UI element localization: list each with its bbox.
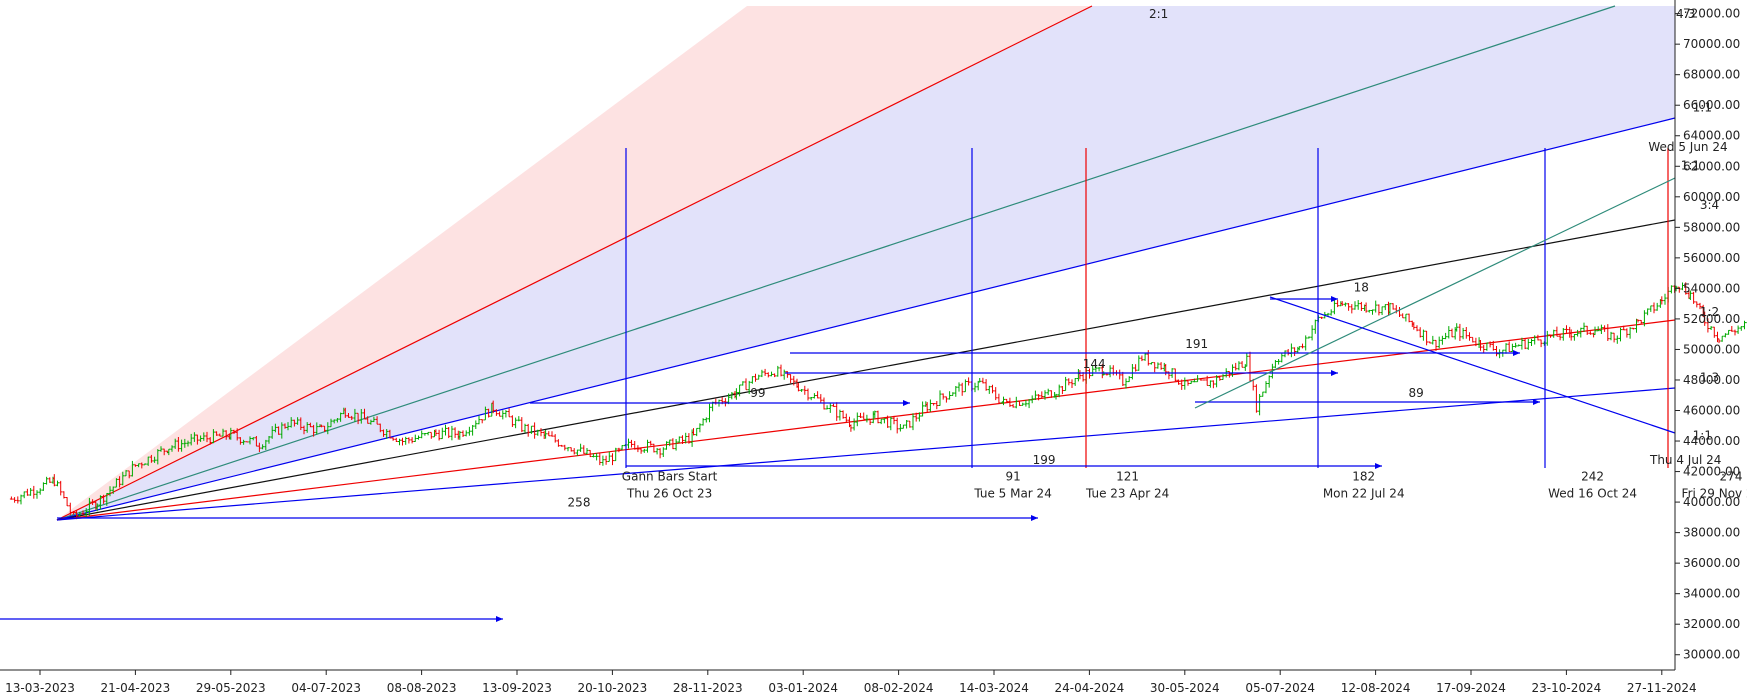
- y-tick-label-3: 66000.00: [1683, 98, 1740, 112]
- x-axis: 13-03-2023 21-04-2023 29-05-2023 04-07-2023…: [0, 669, 1697, 695]
- y-axis: 72000.00 70000.00 68000.00 66000.00 64000.00…: [1674, 0, 1740, 670]
- y-tick-label-19: 34000.00: [1683, 587, 1740, 601]
- trend-line-blue: [1269, 296, 1676, 434]
- arrow-144-head: [1331, 370, 1338, 376]
- y-tick-label-21: 30000.00: [1683, 648, 1740, 662]
- y-tick-label-8: 56000.00: [1683, 251, 1740, 265]
- level-label-3: Wed 5 Jun 24: [1648, 140, 1727, 154]
- arrow-258-head: [1031, 515, 1038, 521]
- y-tick-label-20: 32000.00: [1683, 617, 1740, 631]
- x-tick-label-14: 12-08-2024: [1341, 681, 1411, 695]
- y-tick-label-14: 44000.00: [1683, 434, 1740, 448]
- level-label-11: Fri 29 Nov 24: [1682, 487, 1747, 501]
- y-tick-label-15: 42000.00: [1683, 465, 1740, 479]
- level-label-25: 242: [1581, 470, 1604, 484]
- y-tick-label-12: 48000.00: [1683, 373, 1740, 387]
- arrow-199-head: [1375, 463, 1382, 469]
- level-label-27: Gann Bars Start: [622, 470, 718, 484]
- level-label-6: 1:2: [1700, 305, 1719, 319]
- trend-line-teal: [1194, 177, 1676, 409]
- level-label-10: 274: [1720, 470, 1743, 484]
- y-tick-label-4: 64000.00: [1683, 129, 1740, 143]
- y-tick-label-16: 40000.00: [1683, 495, 1740, 509]
- level-label-26: Wed 16 Oct 24: [1548, 487, 1637, 501]
- level-label-21: 121: [1116, 470, 1139, 484]
- x-tick-label-0: 13-03-2023: [5, 681, 75, 695]
- y-tick-label-17: 38000.00: [1683, 526, 1740, 540]
- level-label-23: 182: [1352, 470, 1375, 484]
- arrow-89-head: [1533, 399, 1540, 405]
- y-tick-label-13: 46000.00: [1683, 404, 1740, 418]
- y-tick-label-2: 68000.00: [1683, 68, 1740, 82]
- x-tick-label-15: 17-09-2024: [1436, 681, 1506, 695]
- x-tick-label-12: 30-05-2024: [1150, 681, 1220, 695]
- arrow-191-head: [1513, 350, 1520, 356]
- arrow-18-head: [1331, 296, 1338, 302]
- x-tick-label-10: 14-03-2024: [959, 681, 1029, 695]
- level-label-5: 3:4: [1700, 198, 1719, 212]
- x-tick-label-6: 20-10-2023: [578, 681, 648, 695]
- level-label-2: 1:1: [1693, 100, 1712, 114]
- level-label-8: 1:1: [1693, 429, 1712, 443]
- y-tick-label-18: 36000.00: [1683, 556, 1740, 570]
- y-tick-label-1: 70000.00: [1683, 37, 1740, 51]
- y-tick-label-11: 50000.00: [1683, 342, 1740, 356]
- level-label-19: 91: [1005, 470, 1020, 484]
- level-label-22: Tue 23 Apr 24: [1085, 487, 1169, 501]
- level-label-9: Thu 4 Jul 24: [1649, 453, 1721, 467]
- level-labels: 2:1 4:3 1:1 Wed 5 Jun 24 1:1 3:4 1:2 1:3 1:1 Thu …: [568, 7, 1747, 510]
- x-tick-label-9: 08-02-2024: [864, 681, 934, 695]
- x-tick-label-5: 13-09-2023: [482, 681, 552, 695]
- y-tick-label-6: 60000.00: [1683, 190, 1740, 204]
- level-label-20: Tue 5 Mar 24: [973, 487, 1051, 501]
- x-tick-label-16: 23-10-2024: [1532, 681, 1602, 695]
- level-label-0: 2:1: [1149, 7, 1168, 21]
- y-tick-label-7: 58000.00: [1683, 220, 1740, 234]
- y-tick-label-9: 54000.00: [1683, 281, 1740, 295]
- arrow-far-left-head: [496, 616, 503, 622]
- x-tick-label-7: 28-11-2023: [673, 681, 743, 695]
- level-label-1: 4:3: [1676, 7, 1695, 21]
- gann-overlay-layer: [0, 148, 1676, 622]
- x-tick-label-17: 27-11-2024: [1627, 681, 1697, 695]
- level-label-24: Mon 22 Jul 24: [1323, 487, 1405, 501]
- level-label-7: 1:3: [1700, 371, 1719, 385]
- level-label-28: Thu 26 Oct 23: [626, 487, 712, 501]
- fan-line-3-4: [56, 219, 1676, 521]
- x-tick-label-8: 03-01-2024: [768, 681, 838, 695]
- x-tick-label-11: 24-04-2024: [1055, 681, 1125, 695]
- level-label-4: 1:1: [1681, 158, 1700, 172]
- fan-line-1-3: [56, 387, 1676, 521]
- level-label-13: 191: [1185, 337, 1208, 351]
- level-label-12: 18: [1354, 280, 1369, 294]
- level-label-14: 144: [1083, 357, 1106, 371]
- x-tick-label-1: 21-04-2023: [101, 681, 171, 695]
- level-label-16: 89: [1408, 386, 1423, 400]
- arrow-99-head: [903, 400, 910, 406]
- x-tick-label-2: 29-05-2023: [196, 681, 266, 695]
- y-tick-label-10: 52000.00: [1683, 312, 1740, 326]
- x-tick-label-4: 08-08-2023: [387, 681, 457, 695]
- level-label-15: 99: [750, 386, 765, 400]
- y-tick-label-0: 72000.00: [1683, 7, 1740, 21]
- level-label-17: 199: [1033, 453, 1056, 467]
- x-tick-label-13: 05-07-2024: [1245, 681, 1315, 695]
- y-tick-label-5: 62000.00: [1683, 159, 1740, 173]
- fan-line-1-1: [56, 117, 1676, 521]
- x-tick-label-3: 04-07-2023: [291, 681, 361, 695]
- level-label-18: 258: [568, 496, 591, 510]
- gann-fan-lower-zone: [57, 6, 1675, 520]
